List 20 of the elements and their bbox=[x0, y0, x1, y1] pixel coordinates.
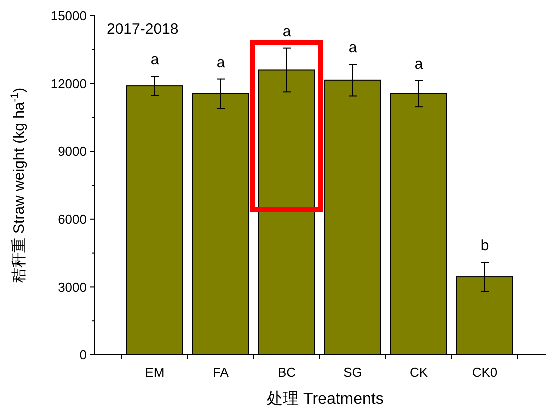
x-tick-label: BC bbox=[278, 365, 296, 380]
y-tick-label: 15000 bbox=[50, 8, 87, 24]
annotation: a bbox=[216, 54, 226, 72]
y-tick-label: 6000 bbox=[58, 212, 87, 227]
x-tick-label: CK bbox=[410, 365, 428, 380]
annotation: a bbox=[348, 40, 358, 57]
x-axis-title: 处理 Treatments bbox=[267, 390, 384, 408]
annotation: 2017-2018 bbox=[107, 21, 179, 38]
annotation: b bbox=[480, 238, 490, 255]
annotation: a bbox=[282, 23, 292, 40]
y-tick-label: 3000 bbox=[58, 280, 87, 295]
y-tick-label: 12000 bbox=[50, 76, 87, 92]
x-tick-label: FA bbox=[213, 365, 230, 380]
x-tick-label: CK0 bbox=[472, 365, 498, 380]
annotation: a bbox=[150, 52, 160, 69]
x-tick-label: SG bbox=[344, 365, 362, 380]
annotation: a bbox=[414, 56, 424, 73]
y-tick-label: 9000 bbox=[58, 144, 87, 160]
x-tick-label: EM bbox=[145, 365, 165, 380]
y-tick-label: 0 bbox=[80, 348, 87, 363]
